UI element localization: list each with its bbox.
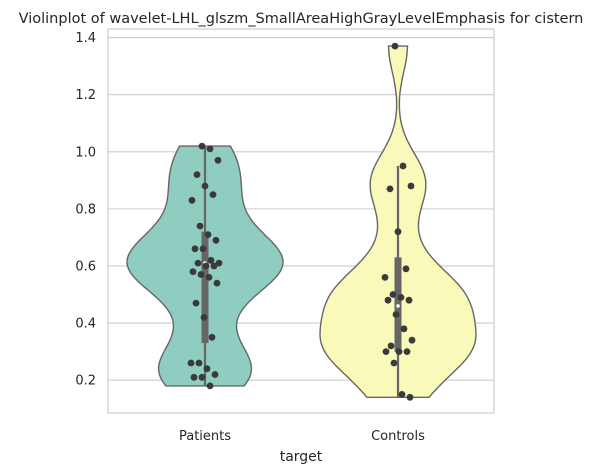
data-point (381, 274, 389, 281)
violins (126, 45, 477, 398)
data-point (391, 42, 399, 50)
data-point (408, 336, 416, 344)
data-point (192, 299, 200, 307)
data-point (209, 191, 217, 199)
data-point (189, 268, 197, 276)
y-tick-label: 0.2 (75, 374, 96, 389)
data-point (199, 245, 207, 253)
data-point (206, 382, 214, 390)
x-tick-label: Controls (371, 429, 425, 444)
data-point (403, 348, 411, 355)
strip-points (187, 42, 416, 401)
y-tick-labels: 0.2 0.4 0.6 0.8 1.0 1.2 1.4 (75, 31, 96, 389)
data-point (207, 256, 215, 264)
y-tick-label: 1.2 (75, 88, 96, 103)
data-point (194, 259, 202, 267)
x-tick-label: Patients (179, 429, 231, 444)
data-point (188, 196, 196, 204)
data-point (384, 296, 392, 304)
data-point (211, 371, 219, 378)
data-point (206, 145, 214, 153)
data-point (202, 262, 210, 270)
data-point (197, 271, 205, 278)
data-point (210, 262, 218, 270)
data-point (193, 171, 201, 179)
y-tick-label: 1.4 (75, 31, 96, 46)
y-tick-label: 0.8 (75, 202, 96, 217)
data-point (191, 245, 199, 253)
data-point (214, 156, 222, 164)
data-point (399, 162, 407, 170)
data-point (208, 333, 216, 341)
data-point (400, 325, 408, 333)
data-point (200, 314, 208, 321)
plot-frame (107, 28, 495, 414)
y-tick-label: 1.0 (75, 145, 96, 160)
data-point (203, 365, 211, 373)
data-point (387, 342, 395, 350)
data-point (201, 182, 209, 190)
iqr-box-patients (201, 231, 209, 344)
data-point (386, 185, 394, 193)
data-point (190, 373, 198, 381)
data-point (395, 348, 403, 355)
data-point (405, 296, 413, 304)
data-point (394, 228, 402, 236)
data-point (213, 279, 221, 287)
data-point (402, 265, 410, 273)
data-point (198, 142, 206, 150)
median-marker-controls (396, 304, 400, 308)
data-point (205, 274, 213, 281)
data-point (382, 348, 390, 355)
data-point (204, 231, 212, 239)
data-point (397, 294, 405, 301)
data-point (398, 391, 406, 398)
data-point (198, 373, 206, 381)
y-tick-label: 0.4 (75, 317, 96, 332)
data-point (390, 359, 398, 367)
x-tick-labels: Patients Controls (179, 429, 425, 444)
x-axis-label: target (280, 449, 323, 465)
data-point (392, 311, 400, 318)
data-point (195, 359, 203, 367)
data-point (389, 291, 397, 298)
y-tick-label: 0.6 (75, 259, 96, 274)
chart-title: Violinplot of wavelet-LHL_glszm_SmallAre… (19, 11, 584, 27)
data-point (187, 359, 195, 367)
data-point (212, 236, 220, 244)
data-point (215, 259, 223, 267)
data-point (407, 182, 415, 190)
data-point (406, 393, 414, 401)
data-point (196, 222, 204, 230)
